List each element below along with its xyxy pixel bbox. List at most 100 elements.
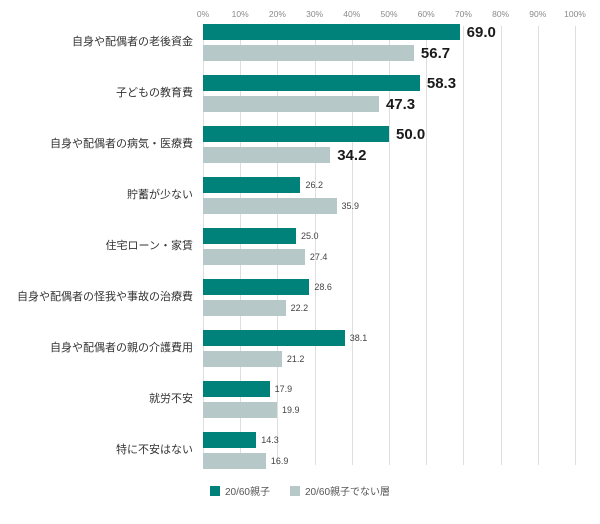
- bar-group: 17.9 19.9: [203, 381, 575, 418]
- bar-group: 50.0 34.2: [203, 125, 575, 164]
- gridline: [575, 26, 576, 465]
- bar-line: 16.9: [203, 453, 575, 469]
- value-label: 38.1: [349, 333, 368, 343]
- x-tick-label: 0%: [196, 9, 210, 19]
- bar-line: 19.9: [203, 402, 575, 418]
- chart-row: 住宅ローン・家賃 25.0 27.4: [0, 228, 575, 265]
- legend-label: 20/60親子でない層: [305, 487, 391, 498]
- x-tick-label: 30%: [306, 9, 324, 19]
- value-label: 17.9: [274, 384, 293, 394]
- chart-row: 貯蓄が少ない 26.2 35.9: [0, 177, 575, 214]
- bar-line: 25.0: [203, 228, 575, 244]
- bar-series-oyako: [203, 432, 257, 448]
- value-label: 26.2: [305, 180, 323, 190]
- category-label: 自身や配偶者の怪我や事故の治療費: [17, 290, 193, 303]
- x-axis: 0% 10% 20% 30% 40% 50% 60% 70% 80% 90% 100%: [197, 8, 586, 24]
- category-label: 自身や配偶者の老後資金: [72, 35, 193, 48]
- chart-row: 自身や配偶者の老後資金 69.0 56.7: [0, 23, 575, 62]
- axis-spacer: [0, 8, 203, 24]
- bar-line: 14.3: [203, 432, 575, 448]
- chart-row: 子どもの教育費 58.3 47.3: [0, 74, 575, 113]
- value-label: 34.2: [337, 146, 367, 164]
- chart-row: 自身や配偶者の怪我や事故の治療費 28.6 22.2: [0, 279, 575, 316]
- value-label: 58.3: [426, 74, 457, 92]
- legend-label: 20/60親子: [224, 487, 270, 498]
- value-label: 27.4: [309, 252, 328, 262]
- category-label: 特に不安はない: [116, 443, 193, 456]
- value-label: 28.6: [314, 282, 332, 292]
- bar-group: 69.0 56.7: [203, 23, 575, 62]
- legend-swatch: [290, 485, 300, 496]
- category-label: 自身や配偶者の親の介護費用: [50, 341, 193, 354]
- chart-row: 特に不安はない 14.3 16.9: [0, 432, 575, 469]
- plot-area: 自身や配偶者の老後資金 69.0 56.7 子どもの教育費 58.3 47.3 自身や配偶者…: [0, 24, 600, 469]
- bar-line: 27.4: [203, 249, 575, 265]
- bar-group: 25.0 27.4: [203, 228, 575, 265]
- bar-line: 17.9: [203, 381, 575, 397]
- chart-row: 就労不安 17.9 19.9: [0, 381, 575, 418]
- bar-series-oyako: [203, 24, 460, 40]
- legend: 20/60親子 20/60親子でない層: [0, 483, 600, 498]
- category-label: 子どもの教育費: [116, 86, 193, 99]
- x-tick-label: 70%: [454, 9, 472, 19]
- x-tick-label: 100%: [564, 9, 586, 19]
- category-label: 住宅ローン・家賃: [105, 239, 193, 252]
- value-label: 47.3: [385, 95, 416, 113]
- bar-line: 69.0: [203, 23, 575, 41]
- legend-swatch: [209, 485, 220, 496]
- x-tick-label: 50%: [380, 9, 398, 19]
- value-label: 16.9: [270, 456, 289, 466]
- chart-row: 自身や配偶者の親の介護費用 38.1 21.2: [0, 330, 575, 367]
- bar-series-oyako: [203, 177, 301, 193]
- value-label: 35.9: [341, 201, 360, 211]
- bar-series-not-oyako: [203, 198, 337, 214]
- category-label: 就労不安: [149, 392, 193, 405]
- bar-series-not-oyako: [203, 300, 286, 316]
- value-label: 22.2: [290, 303, 309, 313]
- x-tick-label: 90%: [529, 9, 547, 19]
- bar-line: 38.1: [203, 330, 575, 346]
- x-tick-label: 10%: [231, 9, 249, 19]
- bar-series-oyako: [203, 75, 420, 91]
- bar-line: 50.0: [203, 125, 575, 143]
- bar-group: 58.3 47.3: [203, 74, 575, 113]
- x-tick-label: 40%: [343, 9, 361, 19]
- bar-line: 28.6: [203, 279, 575, 295]
- bar-line: 35.9: [203, 198, 575, 214]
- value-label: 50.0: [396, 125, 426, 143]
- legend-item: 20/60親子でない層: [290, 483, 390, 498]
- bar-series-not-oyako: [203, 147, 331, 163]
- bar-line: 21.2: [203, 351, 575, 367]
- bar-series-not-oyako: [203, 402, 278, 418]
- bar-group: 26.2 35.9: [203, 177, 575, 214]
- bar-line: 26.2: [203, 177, 575, 193]
- category-label: 自身や配偶者の病気・医療費: [50, 137, 193, 150]
- bar-series-oyako: [203, 126, 389, 142]
- bar-line: 47.3: [203, 95, 575, 113]
- bar-series-not-oyako: [203, 249, 305, 265]
- bar-series-oyako: [203, 228, 296, 244]
- bar-series-not-oyako: [203, 45, 414, 61]
- bar-line: 58.3: [203, 74, 575, 92]
- value-label: 69.0: [466, 23, 496, 41]
- bar-line: 22.2: [203, 300, 575, 316]
- bar-series-oyako: [203, 330, 345, 346]
- value-label: 19.9: [282, 405, 300, 415]
- bar-group: 38.1 21.2: [203, 330, 575, 367]
- value-label: 56.7: [420, 44, 451, 62]
- x-tick-label: 20%: [268, 9, 286, 19]
- bar-series-not-oyako: [203, 453, 266, 469]
- x-tick-label: 80%: [492, 9, 510, 19]
- rows: 自身や配偶者の老後資金 69.0 56.7 子どもの教育費 58.3 47.3 自身や配偶者…: [0, 24, 575, 469]
- bar-group: 14.3 16.9: [203, 432, 575, 469]
- chart-row: 自身や配偶者の病気・医療費 50.0 34.2: [0, 125, 575, 164]
- bar-group: 28.6 22.2: [203, 279, 575, 316]
- x-axis-row: 0% 10% 20% 30% 40% 50% 60% 70% 80% 90% 100%: [0, 8, 600, 24]
- value-label: 25.0: [301, 231, 319, 241]
- x-tick-label: 60%: [417, 9, 435, 19]
- bar-series-not-oyako: [203, 96, 379, 112]
- bar-line: 56.7: [203, 44, 575, 62]
- bar-series-not-oyako: [203, 351, 282, 367]
- bar-series-oyako: [203, 381, 270, 397]
